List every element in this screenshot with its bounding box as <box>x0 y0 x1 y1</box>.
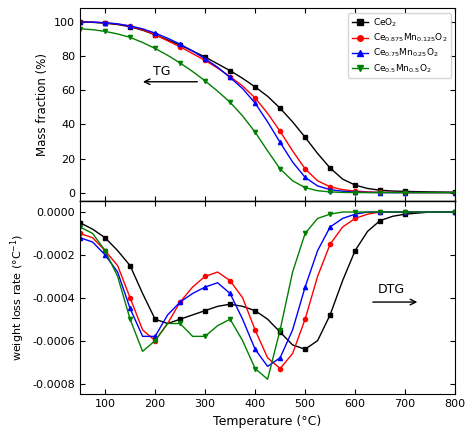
Legend: CeO$_2$, Ce$_{0.875}$Mn$_{0.125}$O$_2$, Ce$_{0.75}$Mn$_{0.25}$O$_2$, Ce$_{0.5}$M: CeO$_2$, Ce$_{0.875}$Mn$_{0.125}$O$_2$, … <box>348 13 451 78</box>
Y-axis label: weight loss rate (°C$^{-1}$): weight loss rate (°C$^{-1}$) <box>9 234 27 361</box>
Y-axis label: Mass fraction (%): Mass fraction (%) <box>36 53 49 157</box>
Text: DTG: DTG <box>378 283 405 296</box>
X-axis label: Temperature (°C): Temperature (°C) <box>213 415 322 428</box>
Text: TG: TG <box>153 65 170 78</box>
